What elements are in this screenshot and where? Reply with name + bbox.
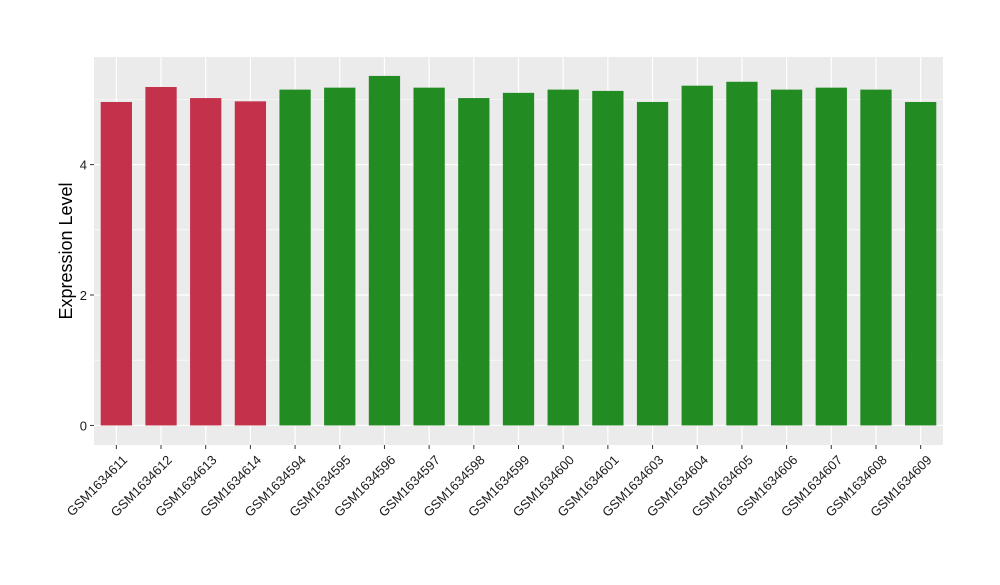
bar-GSM1634596 xyxy=(368,75,401,426)
bar-GSM1634605 xyxy=(726,81,758,426)
bar-GSM1634606 xyxy=(770,89,803,426)
x-axis: GSM1634611GSM1634612GSM1634613GSM1634614… xyxy=(64,445,935,520)
bar-GSM1634611 xyxy=(100,101,132,426)
y-tick-label: 0 xyxy=(80,418,87,433)
bar-GSM1634595 xyxy=(324,87,356,426)
bar-GSM1634603 xyxy=(636,101,669,426)
bar-GSM1634614 xyxy=(234,101,267,426)
bar-GSM1634607 xyxy=(815,87,847,426)
bar-GSM1634597 xyxy=(413,87,445,426)
y-axis-title: Expression Level xyxy=(56,182,76,319)
bar-GSM1634612 xyxy=(145,86,177,426)
bar-GSM1634600 xyxy=(547,89,579,426)
y-axis: 0 2 4 xyxy=(80,158,94,433)
bar-GSM1634601 xyxy=(592,90,624,426)
bar-GSM1634599 xyxy=(502,92,535,426)
bar-GSM1634604 xyxy=(681,85,713,426)
y-tick-label: 4 xyxy=(80,158,87,173)
bar-GSM1634594 xyxy=(279,89,311,426)
bar-GSM1634608 xyxy=(860,89,892,426)
bar-GSM1634598 xyxy=(458,98,490,426)
bars xyxy=(100,75,937,426)
y-tick-label: 2 xyxy=(80,288,87,303)
bar-GSM1634613 xyxy=(190,98,222,426)
bar-GSM1634609 xyxy=(905,101,937,426)
